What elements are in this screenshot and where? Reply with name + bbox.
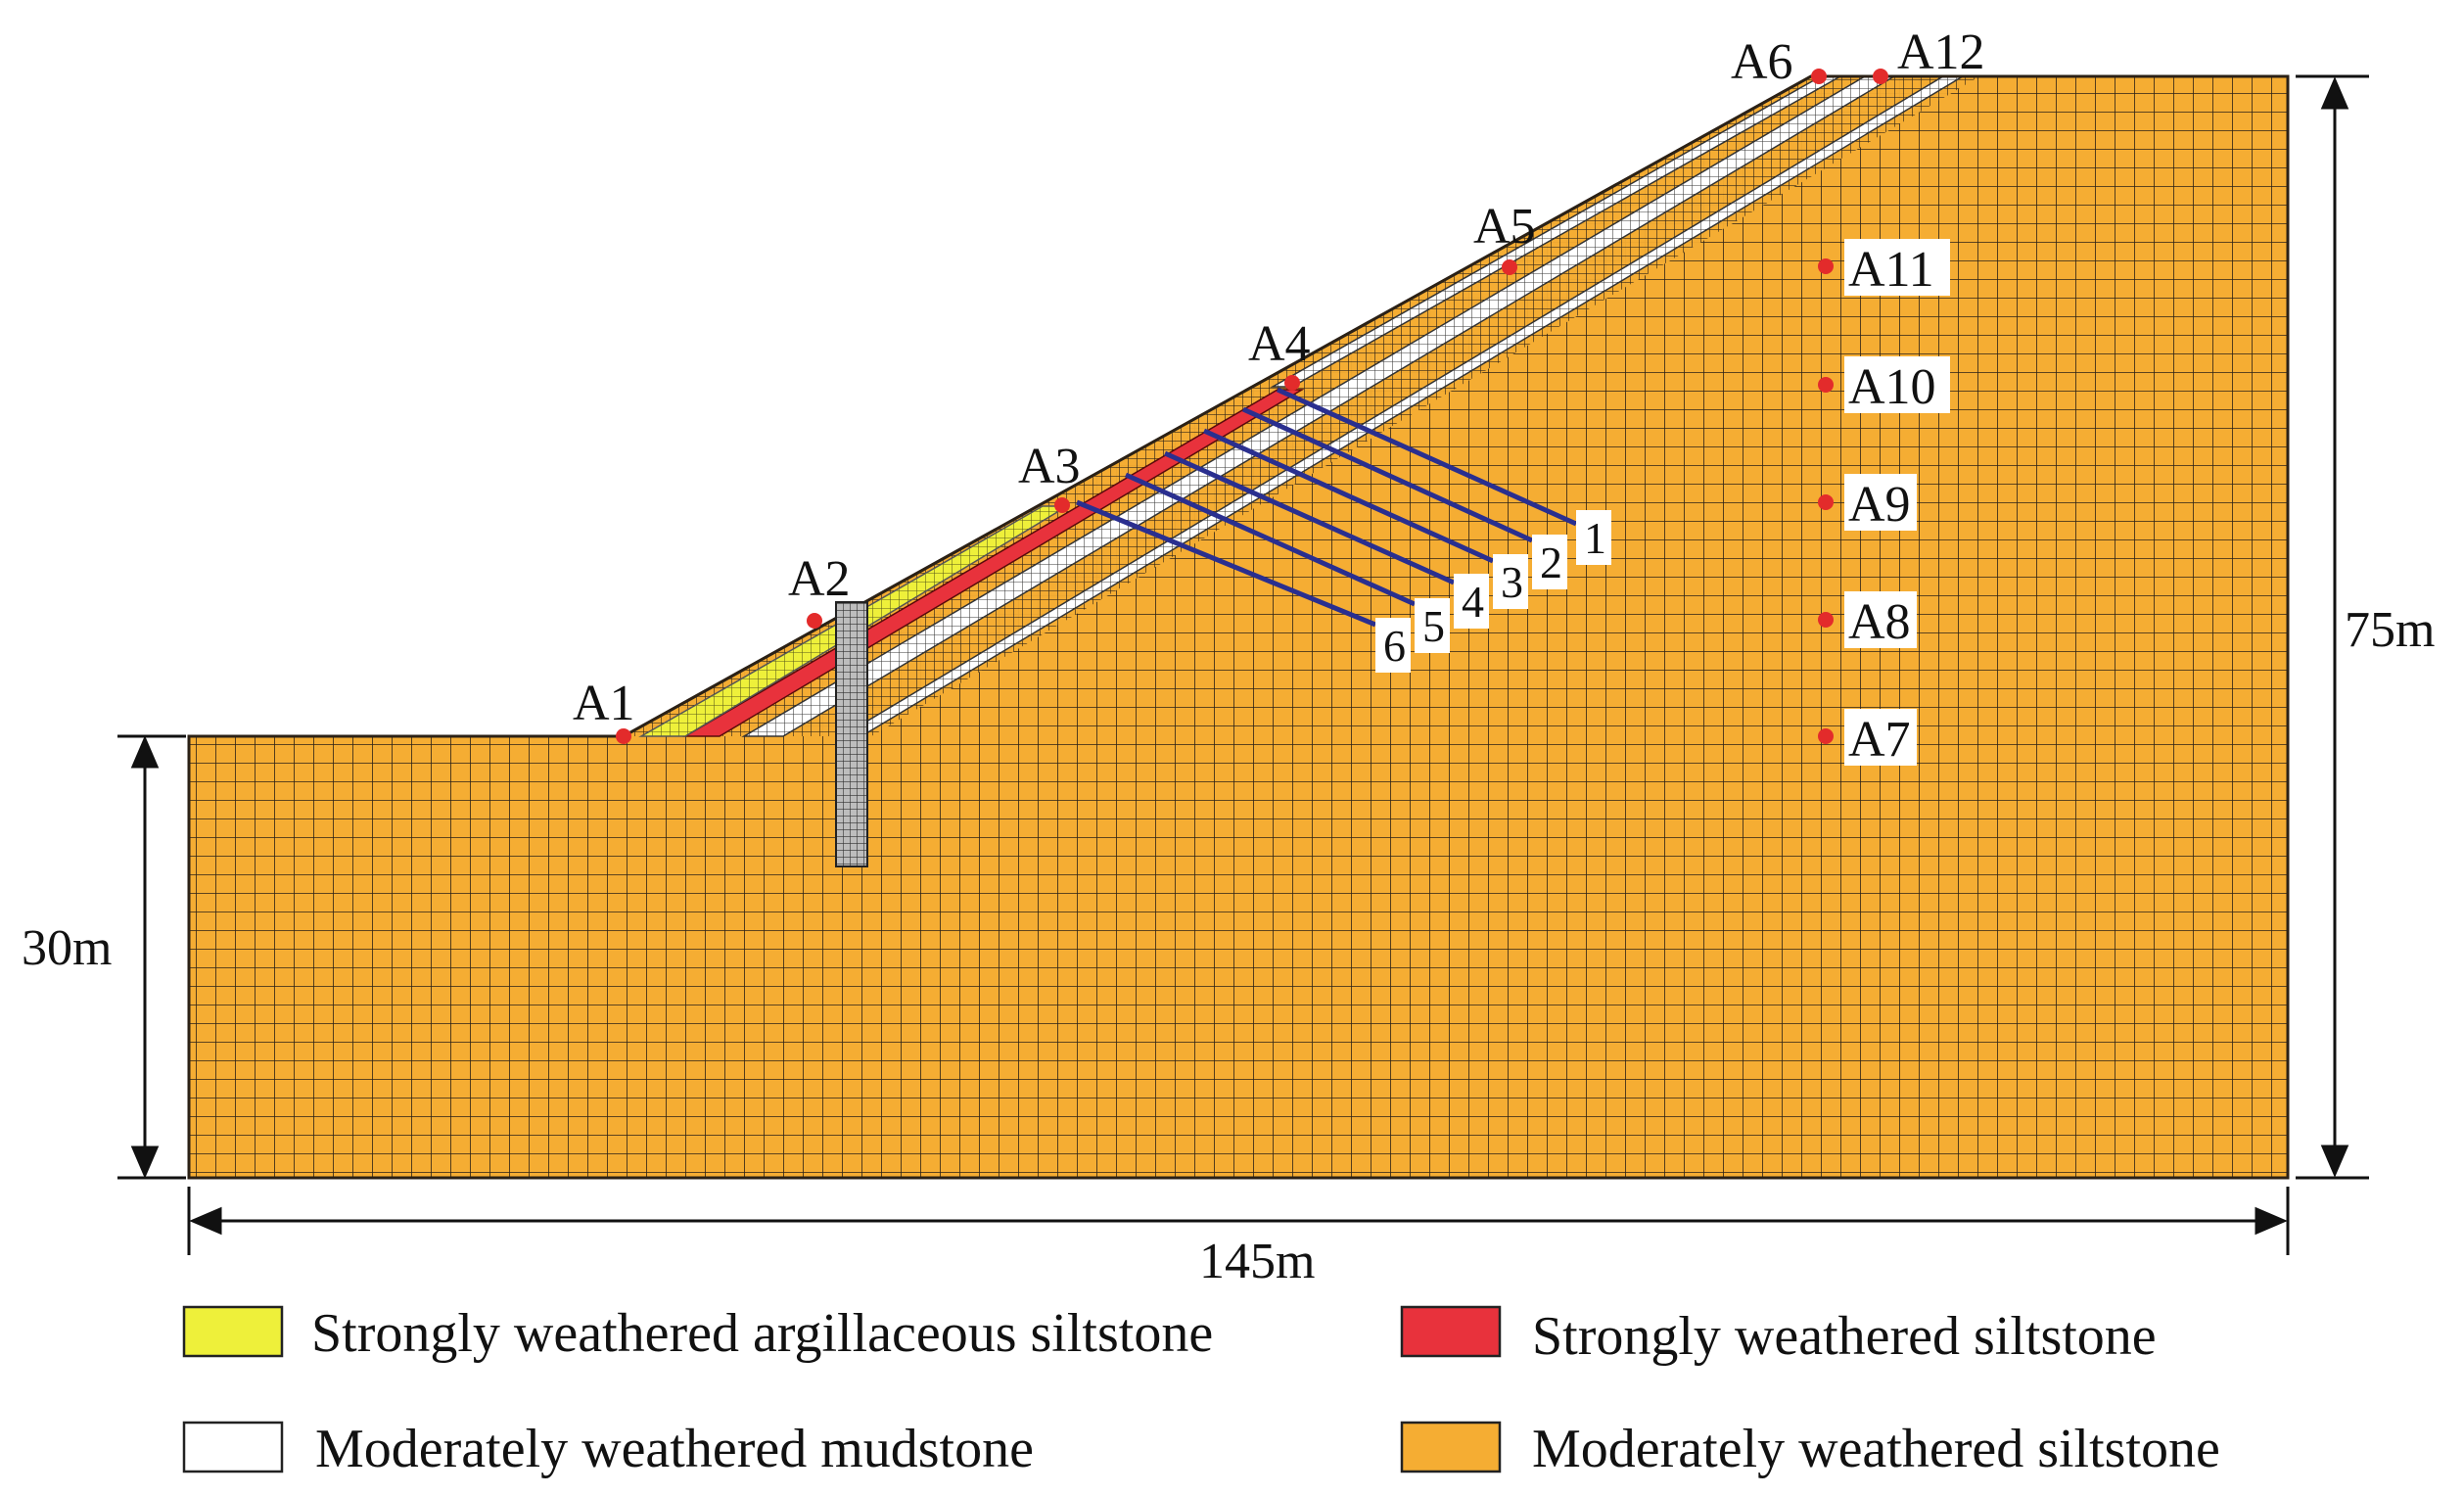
- monitoring-points: A1 A2 A3 A4 A5 A6 A12 A11 A10 A9 A8 A7: [573, 24, 1985, 768]
- monitoring-point-marker: [616, 728, 631, 744]
- anchor-number-label: 1: [1584, 513, 1606, 563]
- dimension-right: [2296, 74, 2369, 1180]
- legend-swatch-mudstone: [182, 1421, 284, 1473]
- anchor-cable-line: [1076, 499, 1376, 628]
- anchor-cable-line: [1241, 406, 1534, 543]
- monitoring-point-marker: [1818, 728, 1834, 744]
- dimension-bottom: [187, 1187, 2290, 1255]
- anchor-label-background: [1576, 510, 1611, 565]
- legend: Strongly weathered argillaceous siltston…: [182, 1303, 2220, 1479]
- anchor-cable-line: [1163, 450, 1456, 585]
- anti-slide-pile: [835, 601, 868, 867]
- anchor-number-label: 2: [1540, 538, 1562, 587]
- dimension-left: [117, 734, 186, 1180]
- monitoring-point-label: A8: [1848, 594, 1911, 650]
- slope-surface-line: [189, 74, 2288, 738]
- anchor-label-background: [1532, 535, 1567, 589]
- anchor-label-background: [1493, 554, 1528, 609]
- monitoring-point-label: A7: [1848, 712, 1911, 768]
- legend-swatch-strong-siltstone: [1400, 1305, 1502, 1358]
- legend-label-moderate-siltstone: Moderately weathered siltstone: [1532, 1419, 2220, 1479]
- monitoring-point-label: A2: [788, 551, 851, 607]
- anchor-cable-line: [1124, 472, 1417, 607]
- monitoring-point-marker: [1818, 494, 1834, 510]
- monitoring-point-label: A5: [1473, 199, 1536, 255]
- monitoring-point-marker: [1811, 69, 1827, 84]
- dimension-right-label: 75m: [2345, 602, 2435, 658]
- anchor-number-label: 3: [1501, 557, 1523, 607]
- monitoring-point-label: A1: [573, 676, 635, 731]
- monitoring-point-marker: [1284, 375, 1300, 391]
- anchor-cable-line: [1276, 387, 1578, 527]
- monitoring-point-label: A11: [1848, 242, 1934, 298]
- anchor-label-background: [1415, 598, 1450, 653]
- legend-label-argillaceous: Strongly weathered argillaceous siltston…: [311, 1303, 1213, 1364]
- anchor-label-background: [1454, 574, 1489, 629]
- monitoring-point-label: A6: [1731, 34, 1793, 90]
- near-slope-fine-mesh-band: [624, 76, 1979, 736]
- monitoring-point-marker: [807, 613, 822, 629]
- monitoring-point-label: A12: [1897, 24, 1985, 80]
- anchor-number-label: 4: [1462, 577, 1484, 627]
- monitoring-point-label: A9: [1848, 477, 1911, 533]
- anchor-number-label: 6: [1383, 621, 1406, 671]
- monitoring-point-label: A10: [1848, 359, 1936, 415]
- monitoring-point-marker: [1054, 497, 1070, 513]
- legend-label-strong-siltstone: Strongly weathered siltstone: [1532, 1306, 2157, 1367]
- point-label-background: [1844, 239, 1950, 296]
- monitoring-point-marker: [1502, 259, 1517, 275]
- dimension-bottom-label: 145m: [1199, 1234, 1315, 1289]
- point-label-background: [1844, 356, 1950, 413]
- anchor-label-background: [1375, 618, 1411, 673]
- anchor-number-label: 5: [1422, 601, 1445, 651]
- legend-label-mudstone: Moderately weathered mudstone: [315, 1419, 1034, 1479]
- legend-swatch-moderate-siltstone: [1400, 1421, 1502, 1473]
- point-label-background: [1844, 709, 1917, 766]
- anchor-cable-line: [1202, 428, 1495, 564]
- monitoring-point-marker: [1873, 69, 1888, 84]
- moderately-weathered-siltstone-body: [187, 74, 2290, 1180]
- dimension-left-label: 30m: [22, 920, 112, 976]
- monitoring-point-marker: [1818, 612, 1834, 628]
- point-label-background: [1844, 591, 1917, 648]
- monitoring-point-label: A3: [1018, 439, 1081, 494]
- monitoring-point-marker: [1818, 377, 1834, 393]
- legend-swatch-argillaceous: [182, 1305, 284, 1358]
- point-label-background: [1844, 474, 1917, 531]
- monitoring-point-label: A4: [1248, 316, 1311, 372]
- monitoring-point-marker: [1818, 258, 1834, 274]
